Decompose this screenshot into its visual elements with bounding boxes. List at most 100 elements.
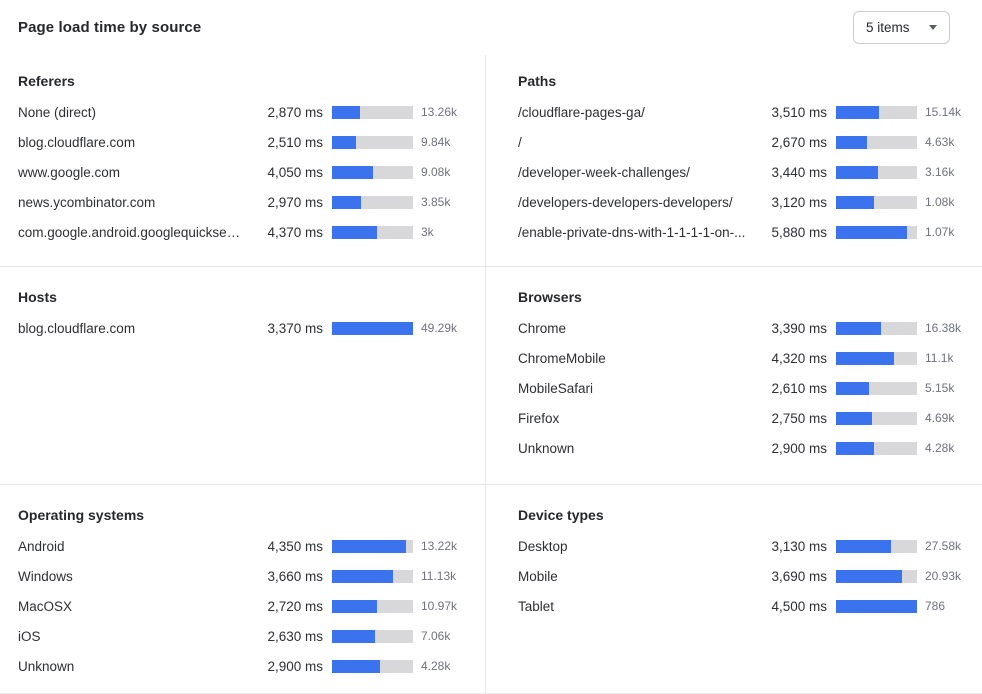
list-item[interactable]: MobileSafari 2,610 ms 5.15k <box>518 373 977 403</box>
row-ms-value: 4,050 ms <box>267 164 323 180</box>
row-ms-value: 2,870 ms <box>267 104 323 120</box>
bar-track <box>332 629 413 643</box>
row-count: 3k <box>421 225 434 239</box>
bar-track <box>836 441 917 455</box>
row-label: Unknown <box>18 658 75 674</box>
list-item[interactable]: None (direct) 2,870 ms 13.26k <box>18 97 473 127</box>
list-item[interactable]: www.google.com 4,050 ms 9.08k <box>18 157 473 187</box>
row-label: /developers-developers-developers/ <box>518 194 733 210</box>
bar-fill <box>836 195 875 209</box>
row-label: / <box>518 134 522 150</box>
row-count: 9.84k <box>421 135 451 149</box>
panel-operating-systems: Operating systems Android 4,350 ms 13.22k Wi… <box>0 485 486 694</box>
panel-title: Operating systems <box>18 507 145 523</box>
panel-title: Hosts <box>18 289 57 305</box>
list-item[interactable]: Firefox 2,750 ms 4.69k <box>518 403 977 433</box>
row-ms-value: 2,510 ms <box>267 134 323 150</box>
row-count: 27.58k <box>925 539 962 553</box>
bar-track <box>332 105 413 119</box>
row-label: MacOSX <box>18 598 73 614</box>
row-ms-value: 3,440 ms <box>771 164 827 180</box>
row-label: iOS <box>18 628 41 644</box>
list-item[interactable]: blog.cloudflare.com 3,370 ms 49.29k <box>18 313 473 343</box>
items-count-label: 5 items <box>866 20 910 35</box>
row-count: 11.13k <box>421 569 457 583</box>
row-count: 13.26k <box>421 105 458 119</box>
list-item[interactable]: com.google.android.googlequicksearc... 4,… <box>18 217 473 247</box>
items-count-dropdown[interactable]: 5 items <box>853 11 950 44</box>
list-item[interactable]: / 2,670 ms 4.63k <box>518 127 977 157</box>
list-item[interactable]: Unknown 2,900 ms 4.28k <box>518 433 977 463</box>
row-count: 4.63k <box>925 135 955 149</box>
list-item[interactable]: /enable-private-dns-with-1-1-1-1-on-... 5… <box>518 217 977 247</box>
row-count: 9.08k <box>421 165 451 179</box>
list-item[interactable]: Mobile 3,690 ms 20.93k <box>518 561 977 591</box>
row-ms-value: 3,390 ms <box>771 320 827 336</box>
bar-track <box>332 225 413 239</box>
list-item[interactable]: Android 4,350 ms 13.22k <box>18 531 473 561</box>
row-ms-value: 2,670 ms <box>771 134 827 150</box>
list-item[interactable]: MacOSX 2,720 ms 10.97k <box>18 591 473 621</box>
bar-track <box>836 165 917 179</box>
bar-fill <box>332 539 406 553</box>
bar-fill <box>836 569 902 583</box>
row-count: 1.08k <box>925 195 955 209</box>
list-item[interactable]: Desktop 3,130 ms 27.58k <box>518 531 977 561</box>
row-label: MobileSafari <box>518 380 594 396</box>
row-ms-value: 3,510 ms <box>771 104 827 120</box>
row-count: 7.06k <box>421 629 451 643</box>
list-item[interactable]: news.ycombinator.com 2,970 ms 3.85k <box>18 187 473 217</box>
panel-referers: Referers None (direct) 2,870 ms 13.26k blog.… <box>0 55 486 267</box>
panel-title: Device types <box>518 507 604 523</box>
bar-fill <box>836 225 908 239</box>
row-ms-value: 4,500 ms <box>771 598 827 614</box>
list-item[interactable]: Chrome 3,390 ms 16.38k <box>518 313 977 343</box>
list-item[interactable]: blog.cloudflare.com 2,510 ms 9.84k <box>18 127 473 157</box>
page-title: Page load time by source <box>18 19 202 36</box>
list-item[interactable]: /cloudflare-pages-ga/3,510 ms 15.14k <box>518 97 977 127</box>
list-item[interactable]: Tablet 4,500 ms 786 <box>518 591 977 621</box>
bar-fill <box>332 599 378 613</box>
row-ms-value: 2,630 ms <box>267 628 323 644</box>
bar-track <box>332 569 413 583</box>
panels-grid: Referers None (direct) 2,870 ms 13.26k blog.… <box>0 55 982 694</box>
bar-fill <box>836 599 917 613</box>
row-ms-value: 3,690 ms <box>771 568 827 584</box>
row-count: 13.22k <box>421 539 458 553</box>
bar-track <box>332 195 413 209</box>
list-item[interactable]: /developers-developers-developers/3,120 … <box>518 187 977 217</box>
bar-track <box>332 135 413 149</box>
bar-fill <box>836 539 892 553</box>
list-item[interactable]: Windows 3,660 ms 11.13k <box>18 561 473 591</box>
row-count: 16.38k <box>925 321 962 335</box>
row-count: 49.29k <box>421 321 458 335</box>
row-label: blog.cloudflare.com <box>18 134 136 150</box>
row-count: 20.93k <box>925 569 962 583</box>
row-ms-value: 5,880 ms <box>771 224 827 240</box>
bar-fill <box>836 165 879 179</box>
row-label: /developer-week-challenges/ <box>518 164 690 180</box>
row-count: 4.28k <box>421 659 451 673</box>
row-label: com.google.android.googlequicksearc... <box>18 224 247 240</box>
row-label: Windows <box>18 568 73 584</box>
bar-track <box>332 165 413 179</box>
row-ms-value: 2,900 ms <box>771 440 827 456</box>
row-count: 5.15k <box>925 381 955 395</box>
list-item[interactable]: /developer-week-challenges/3,440 ms 3.16k <box>518 157 977 187</box>
row-ms-value: 2,610 ms <box>771 380 827 396</box>
bar-fill <box>332 225 377 239</box>
row-count: 10.97k <box>421 599 458 613</box>
panel-paths: Paths/cloudflare-pages-ga/3,510 ms 15.14k… <box>486 55 982 267</box>
row-label: ChromeMobile <box>518 350 606 366</box>
list-item[interactable]: iOS 2,630 ms 7.06k <box>18 621 473 651</box>
card-header: Page load time by source 5 items <box>0 0 982 55</box>
bar-track <box>332 321 413 335</box>
bar-fill <box>836 135 867 149</box>
row-ms-value: 2,720 ms <box>267 598 323 614</box>
list-item[interactable]: ChromeMobile 4,320 ms 11.1k <box>518 343 977 373</box>
panel-device-types: Device types Desktop 3,130 ms 27.58k Mobile 3… <box>486 485 982 694</box>
list-item[interactable]: Unknown 2,900 ms 4.28k <box>18 651 473 681</box>
bar-fill <box>836 105 879 119</box>
bar-fill <box>332 321 413 335</box>
bar-track <box>836 105 917 119</box>
